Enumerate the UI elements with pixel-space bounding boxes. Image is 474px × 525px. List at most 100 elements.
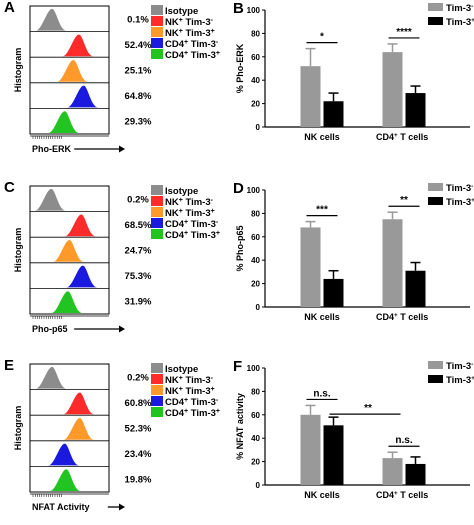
panel-letter-b: B: [233, 0, 244, 17]
histogram-frame: [29, 5, 110, 135]
arrow-icon: [119, 503, 125, 511]
panel-letter-e: E: [4, 357, 14, 374]
legend-label-cd4_neg: CD4+ Tim-3-: [165, 397, 219, 409]
y-tick-label: 0: [256, 481, 261, 490]
histogram-y-label: Histogram: [13, 228, 23, 273]
histogram-x-label: NFAT Activity: [32, 502, 90, 512]
legend-label-tim3-neg: Tim-3-: [446, 183, 473, 195]
bar-tim3-pos-1: [405, 93, 426, 127]
legend-label-nk_neg: NK+ Tim-3-: [165, 197, 214, 209]
bar-tim3-neg-1: [382, 52, 403, 128]
histogram-peak-cd4_pos: [49, 469, 81, 491]
histogram-x-label: Pho-ERK: [32, 144, 71, 154]
legend-swatch-nk_pos: [151, 207, 163, 217]
histogram-peak-nk_pos: [63, 418, 95, 440]
x-category-label: CD4+ T cells: [376, 132, 428, 143]
legend-label-isotype: Isotype: [165, 6, 198, 17]
y-tick-label: 80: [251, 29, 260, 38]
y-tick-label: 60: [251, 233, 260, 242]
legend-label-nk_pos: NK+ Tim-3+: [165, 386, 215, 398]
bar-tim3-pos-0: [323, 278, 344, 307]
legend-swatch-nk_neg: [151, 374, 163, 384]
histogram-peak-isotype: [35, 8, 67, 31]
histogram-peak-nk_neg: [64, 214, 96, 237]
legend-swatch-cd4_pos: [151, 49, 163, 59]
bar-tim3-neg-1: [382, 458, 403, 485]
x-category-label: NK cells: [304, 132, 340, 142]
histogram-x-label: Pho-p65: [32, 324, 68, 334]
histogram-y-label: Histogram: [13, 406, 23, 451]
legend-swatch-tim3-neg: [428, 3, 443, 11]
legend-swatch-nk_pos: [151, 385, 163, 395]
percentage-nk_pos: 52.3%: [125, 424, 152, 435]
x-category-label: NK cells: [304, 312, 340, 322]
legend-label-nk_neg: NK+ Tim-3-: [165, 375, 214, 387]
percentage-nk_neg: 52.4%: [125, 40, 152, 51]
y-tick-label: 0: [256, 303, 261, 312]
percentage-cd4_pos: 29.3%: [125, 117, 152, 128]
significance-label: n.s.: [395, 435, 412, 446]
legend-swatch-tim3-neg: [428, 183, 443, 191]
percentage-cd4_neg: 64.8%: [125, 91, 152, 102]
histogram-peak-cd4_neg: [48, 443, 80, 466]
percentage-nk_neg: 68.5%: [125, 220, 152, 231]
legend-swatch-tim3-neg: [428, 361, 443, 369]
legend-label-cd4_neg: CD4+ Tim-3-: [165, 39, 219, 51]
histogram-peak-isotype: [34, 188, 66, 211]
percentage-nk_neg: 60.8%: [125, 398, 152, 409]
percentage-isotype: 0.1%: [127, 14, 149, 25]
histogram-frame: [29, 185, 110, 315]
y-tick-label: 60: [251, 411, 260, 420]
legend-swatch-tim3-pos: [428, 197, 443, 205]
legend-swatch-nk_pos: [151, 27, 163, 37]
histogram-peak-nk_pos: [57, 60, 88, 82]
legend-swatch-tim3-pos: [428, 17, 443, 25]
legend-swatch-nk_neg: [151, 16, 163, 26]
bar-tim3-neg-0: [300, 414, 321, 485]
significance-label: **: [400, 195, 408, 206]
bar-tim3-pos-0: [323, 101, 344, 127]
bar-tim3-neg-0: [300, 227, 321, 307]
x-category-label: NK cells: [304, 490, 340, 500]
y-tick-label: 40: [251, 76, 260, 85]
legend-label-tim3-neg: Tim-3-: [446, 3, 473, 15]
histogram-peak-cd4_neg: [67, 85, 99, 108]
y-tick-label: 20: [251, 100, 260, 109]
legend-label-isotype: Isotype: [165, 364, 198, 375]
histogram-peak-cd4_pos: [51, 291, 83, 313]
histogram-frame: [29, 363, 110, 493]
y-tick-label: 0: [256, 123, 261, 132]
legend-swatch-isotype: [151, 185, 163, 195]
bar-y-label: % NFAT activity: [235, 393, 245, 460]
percentage-nk_pos: 25.1%: [125, 66, 152, 77]
legend-swatch-cd4_neg: [151, 218, 163, 228]
legend-swatch-nk_neg: [151, 196, 163, 206]
legend-label-nk_neg: NK+ Tim-3-: [165, 17, 214, 29]
legend-label-tim3-neg: Tim-3-: [446, 361, 473, 373]
legend-swatch-isotype: [151, 363, 163, 373]
y-tick-label: 100: [247, 6, 261, 15]
histogram-y-label: Histogram: [13, 48, 23, 93]
histogram-peak-isotype: [35, 366, 67, 389]
histogram-peak-cd4_neg: [66, 265, 98, 288]
legend-swatch-cd4_pos: [151, 229, 163, 239]
y-tick-label: 20: [251, 280, 260, 289]
arrow-icon: [119, 145, 125, 153]
y-tick-label: 100: [247, 364, 261, 373]
y-tick-label: 60: [251, 53, 260, 62]
percentage-cd4_neg: 23.4%: [125, 449, 152, 460]
panel-letter-f: F: [233, 358, 242, 375]
significance-label: **: [364, 403, 372, 414]
bar-tim3-pos-0: [323, 425, 344, 485]
y-tick-label: 100: [247, 186, 261, 195]
percentage-isotype: 0.2%: [127, 372, 149, 383]
significance-label: ***: [316, 205, 328, 216]
legend-label-cd4_pos: CD4+ Tim-3+: [165, 50, 220, 62]
y-tick-label: 80: [251, 387, 260, 396]
bar-tim3-pos-1: [405, 463, 426, 485]
histogram-peak-nk_neg: [63, 392, 95, 415]
percentage-nk_pos: 24.7%: [125, 246, 152, 257]
legend-swatch-isotype: [151, 5, 163, 15]
legend-label-tim3-pos: Tim-3+: [446, 375, 474, 387]
